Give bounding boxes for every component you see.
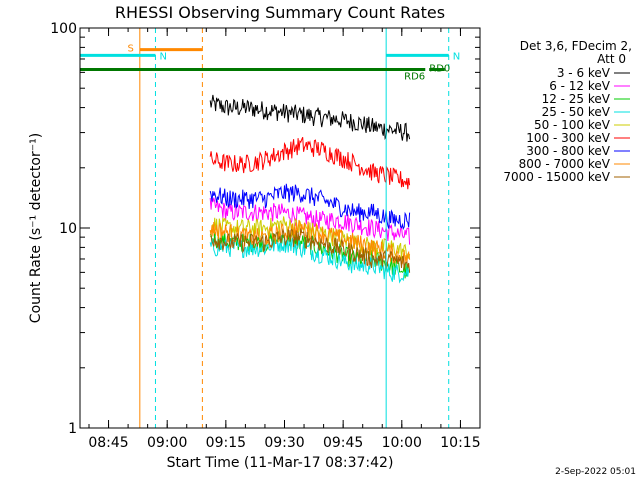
series-line-6 xyxy=(209,137,411,190)
x-tick-label-2: 09:00 xyxy=(147,435,187,451)
legend-header-line-2: Att 0 xyxy=(597,52,626,66)
series-line-2 xyxy=(209,197,411,245)
legend-label-8: 800 - 7000 keV xyxy=(519,157,611,171)
y-tick-label-1: 1 xyxy=(68,421,77,437)
x-axis-label: Start Time (11-Mar-17 08:37:42) xyxy=(167,455,394,471)
annotation-label-2: N xyxy=(159,51,166,62)
y-axis-label: Count Rate (s⁻¹ detector⁻¹) xyxy=(28,133,44,323)
series-line-1 xyxy=(209,94,411,142)
annotation-label-1: S xyxy=(127,44,133,55)
x-tick-label-3: 09:15 xyxy=(206,435,246,451)
x-tick-label-1: 08:45 xyxy=(88,435,128,451)
series-line-5 xyxy=(209,216,411,261)
legend-label-2: 6 - 12 keV xyxy=(549,79,611,93)
x-tick-label-6: 10:00 xyxy=(382,435,422,451)
footer-date: 2-Sep-2022 05:01 xyxy=(555,467,636,477)
y-tick-label-3: 100 xyxy=(50,21,77,37)
legend-label-9: 7000 - 15000 keV xyxy=(503,170,610,184)
legend-label-3: 12 - 25 keV xyxy=(542,92,611,106)
y-tick-label-2: 10 xyxy=(59,221,77,237)
chart-title: RHESSI Observing Summary Count Rates xyxy=(115,3,445,22)
series-line-7 xyxy=(209,183,411,231)
x-tick-label-7: 10:15 xyxy=(440,435,480,451)
plot-frame xyxy=(79,27,481,429)
x-tick-label-4: 09:30 xyxy=(264,435,304,451)
legend-label-1: 3 - 6 keV xyxy=(557,66,611,80)
legend-header-line-1: Det 3,6, FDecim 2, xyxy=(520,39,632,53)
legend-label-7: 300 - 800 keV xyxy=(526,144,610,158)
legend-label-5: 50 - 100 keV xyxy=(534,118,611,132)
legend-label-4: 25 - 50 keV xyxy=(542,105,611,119)
annotation-label-3: N xyxy=(453,51,460,62)
series-line-9 xyxy=(210,228,411,273)
legend-label-6: 100 - 300 keV xyxy=(526,131,610,145)
annotation-label-5: RD6 xyxy=(404,72,425,83)
x-tick-label-5: 09:45 xyxy=(323,435,363,451)
